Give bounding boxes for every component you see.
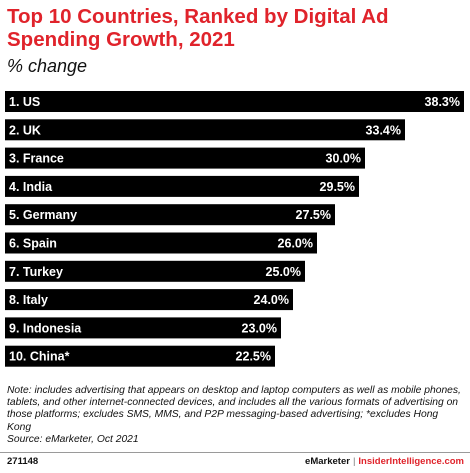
value-label: 22.5% xyxy=(236,350,271,364)
value-label: 23.0% xyxy=(242,321,277,335)
category-label: 10. China* xyxy=(9,350,70,364)
chart-id: 271148 xyxy=(7,456,39,467)
value-label: 27.5% xyxy=(296,208,331,222)
footer-credits: eMarketer | InsiderIntelligence.com xyxy=(305,456,464,467)
category-label: 2. UK xyxy=(9,123,41,137)
source-text: Source: eMarketer, Oct 2021 xyxy=(7,433,139,445)
bar xyxy=(5,317,281,339)
value-label: 38.3% xyxy=(425,95,460,109)
value-label: 29.5% xyxy=(320,180,355,194)
bar xyxy=(5,147,365,169)
bar xyxy=(5,175,359,197)
category-label: 1. US xyxy=(9,95,40,109)
site-link[interactable]: InsiderIntelligence.com xyxy=(358,456,464,467)
value-label: 26.0% xyxy=(278,237,313,251)
category-label: 6. Spain xyxy=(9,237,57,251)
note-text: Note: includes advertising that appears … xyxy=(7,385,461,433)
value-label: 25.0% xyxy=(266,265,301,279)
footer-divider xyxy=(0,452,470,453)
chart-title: Top 10 Countries, Ranked by Digital Ad S… xyxy=(7,5,389,51)
bar-chart: 1. US 38.3% 2. UK 33.4% 3. France 30.0% 4. Ind… xyxy=(5,91,464,367)
bar xyxy=(5,119,405,141)
bar xyxy=(5,91,464,112)
value-label: 30.0% xyxy=(326,152,361,166)
bar xyxy=(5,204,335,226)
chart-notes: Note: includes advertising that appears … xyxy=(7,385,465,446)
category-label: 5. Germany xyxy=(9,208,77,222)
category-label: 4. India xyxy=(9,180,53,194)
bar xyxy=(5,260,305,282)
bar xyxy=(5,289,293,311)
brand-name: eMarketer xyxy=(305,456,350,467)
value-label: 33.4% xyxy=(366,123,401,137)
footer-separator: | xyxy=(352,456,356,467)
category-label: 9. Indonesia xyxy=(9,321,82,335)
value-label: 24.0% xyxy=(254,293,289,307)
chart-subtitle: % change xyxy=(7,56,88,76)
category-label: 8. Italy xyxy=(9,293,48,307)
category-label: 3. France xyxy=(9,152,64,166)
bar xyxy=(5,232,317,254)
category-label: 7. Turkey xyxy=(9,265,63,279)
bar xyxy=(5,345,275,367)
